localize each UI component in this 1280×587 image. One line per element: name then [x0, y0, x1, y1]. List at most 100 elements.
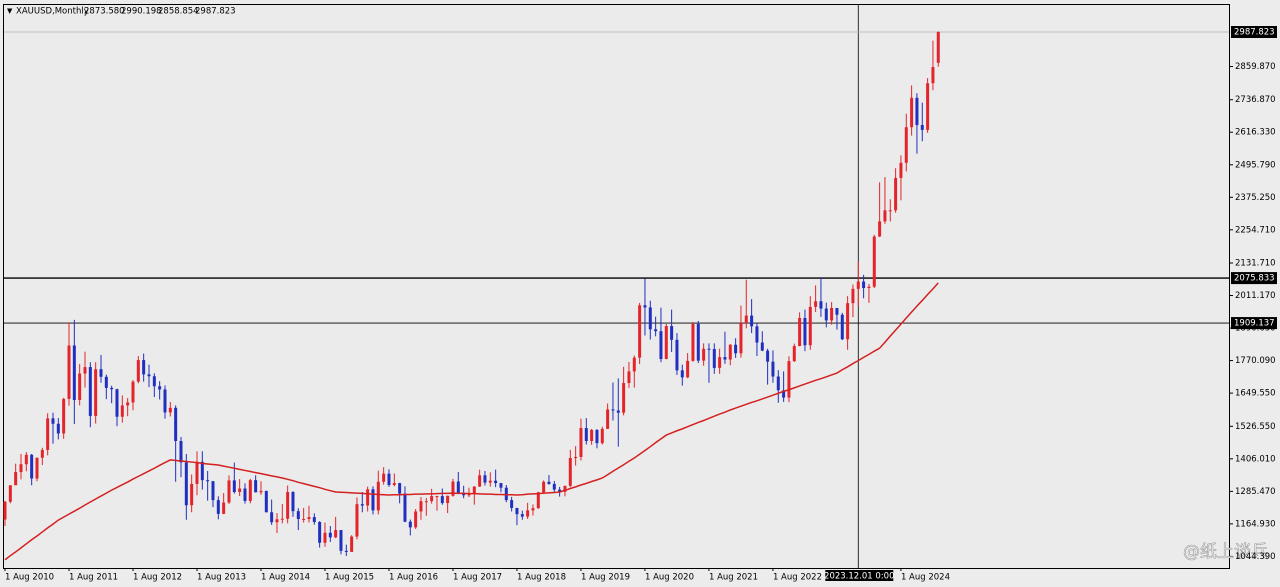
candle-body [515, 507, 519, 515]
candle-body [664, 326, 668, 359]
candle-body [366, 489, 370, 506]
header-open: 2873.580 [84, 7, 125, 17]
marks [3, 5, 1233, 571]
candle-body [936, 32, 940, 63]
last-price-label: 2987.823 [1234, 28, 1275, 38]
y-tick-label: 2011.170 [1235, 291, 1276, 301]
candle-body [3, 501, 7, 520]
y-tick-label: 2131.710 [1235, 259, 1276, 269]
candle-body [808, 306, 812, 346]
candle-body [659, 331, 663, 359]
y-tick-label: 1770.090 [1235, 356, 1276, 366]
candle-body [275, 519, 279, 523]
candle-body [46, 418, 50, 450]
candle-body [8, 485, 12, 502]
candle-body [744, 315, 748, 324]
candle-body [760, 342, 764, 351]
candle-body [680, 370, 684, 378]
candle-body [771, 361, 775, 377]
candle-body [590, 429, 594, 442]
candle-body [227, 480, 231, 503]
candle-body [606, 409, 610, 429]
candle-body [24, 454, 28, 465]
candle-body [467, 494, 471, 496]
candle-body [712, 349, 716, 368]
candle-body [270, 512, 274, 523]
candle-body [94, 369, 98, 416]
crosshair-x-label: 2023.12.01 0:00 [824, 572, 894, 582]
candle-body [446, 495, 450, 504]
candle-body [184, 462, 188, 506]
candle-body [803, 317, 807, 346]
y-tick-label: 2375.250 [1235, 193, 1276, 203]
y-tick-label: 1285.470 [1235, 487, 1276, 497]
candle-body [291, 492, 295, 512]
candle-body [579, 428, 583, 457]
candle-body [931, 67, 935, 84]
candle-body [163, 389, 167, 413]
y-tick-label: 1649.550 [1235, 389, 1276, 399]
x-tick-label: 1 Aug 2017 [453, 573, 502, 583]
candle-body [499, 483, 503, 488]
candle-body [504, 487, 508, 501]
candle-body [206, 480, 210, 482]
candle-body [611, 409, 615, 411]
candle-body [776, 376, 780, 391]
candle-body [483, 475, 487, 483]
x-tick-label: 1 Aug 2014 [261, 573, 310, 583]
header-close: 2987.823 [195, 7, 236, 17]
candle-body [835, 307, 839, 315]
candle-body [846, 303, 850, 340]
candle-body [920, 125, 924, 130]
candle-body [72, 345, 76, 401]
y-tick-label: 2616.330 [1235, 128, 1276, 138]
candle-body [387, 473, 391, 486]
candle-body [222, 502, 226, 514]
candle-body [654, 329, 658, 332]
candle-body [168, 407, 172, 413]
y-tick-label: 2736.870 [1235, 95, 1276, 105]
candle-body [792, 346, 796, 362]
candle-body [440, 496, 444, 504]
candle-body [280, 518, 284, 520]
candle-body [574, 456, 578, 459]
candle-body [552, 483, 556, 490]
candle-body [878, 221, 882, 237]
candle-body [88, 367, 92, 416]
candle-body [675, 339, 679, 371]
candle-body [910, 97, 914, 128]
candle-body [755, 326, 759, 343]
candle-body [638, 305, 642, 358]
candle-body [750, 315, 754, 327]
candle-body [862, 281, 866, 289]
candle-body [286, 492, 290, 519]
candle-body [718, 357, 722, 368]
y-tick-label: 1044.390 [1235, 552, 1276, 562]
candle-body [254, 480, 258, 493]
last-price-box [1231, 26, 1277, 39]
candle-body [643, 305, 647, 308]
candle-body [435, 496, 439, 498]
x-tick-label: 1 Aug 2022 [773, 573, 822, 583]
candle-body [723, 357, 727, 360]
candle-body [814, 301, 818, 307]
x-tick-label: 1 Aug 2018 [517, 573, 566, 583]
candle-body [392, 483, 396, 486]
candle-body [62, 398, 66, 434]
candle-body [851, 288, 855, 304]
candle-body [200, 461, 204, 481]
watermark: @纸上谈兵 [1183, 542, 1268, 562]
y-tick-label: 2495.790 [1235, 160, 1276, 170]
candle-body [30, 454, 34, 479]
x-tick-label: 1 Aug 2024 [901, 573, 950, 583]
candle-body [302, 518, 306, 520]
candle-body [520, 514, 524, 517]
candle-body [782, 390, 786, 398]
candle-body [728, 344, 732, 360]
y-tick-label: 1406.010 [1235, 454, 1276, 464]
candle-body [627, 371, 631, 384]
candle-body [691, 323, 695, 361]
candle-body [195, 461, 199, 484]
hline-label-box [1231, 272, 1277, 285]
candle-body [899, 162, 903, 178]
